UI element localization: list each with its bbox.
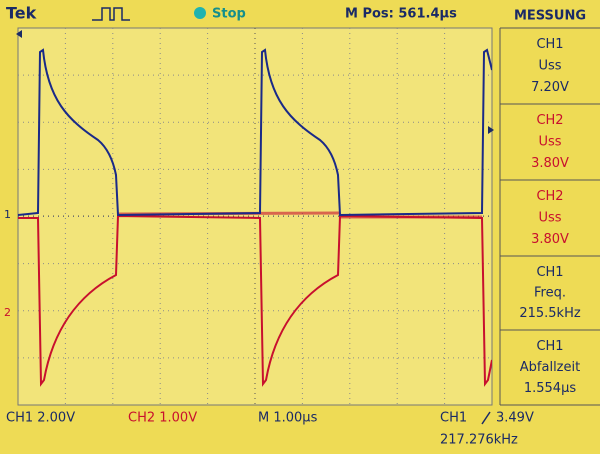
status: Stop: [212, 7, 246, 22]
ch1-marker: 1: [4, 208, 11, 221]
trigger-channel: CH1: [440, 411, 467, 426]
measurement-label: Abfallzeit: [520, 360, 580, 375]
position: M Pos: 561.4µs: [345, 7, 457, 22]
trigger-slope: [481, 411, 491, 425]
measurement-channel: CH2: [536, 189, 563, 204]
status-dot: [194, 7, 206, 19]
ch1-scale: CH1 2.00V: [6, 411, 75, 426]
measurement-value: 1.554µs: [524, 381, 576, 396]
timebase: M 1.00µs: [258, 411, 318, 426]
measurement-channel: CH1: [536, 37, 563, 52]
measurement-value: 3.80V: [531, 156, 569, 171]
measurement-label: Uss: [538, 59, 561, 74]
brand: Tek: [6, 4, 37, 23]
panel-title: MESSUNG: [514, 9, 586, 24]
trigger-level-arrow: [488, 126, 494, 134]
measurement-value: 7.20V: [531, 80, 569, 95]
ch2-trace: [18, 214, 492, 387]
measurement-label: Uss: [538, 135, 561, 150]
ch1-trace: [18, 48, 492, 217]
measurement-panel: CH1 Uss 7.20V CH2 Uss 3.80V CH2 Uss 3.80V CH1 Freq…: [499, 27, 600, 406]
measurement-channel: CH2: [536, 113, 563, 128]
measurement-value: 215.5kHz: [519, 306, 581, 321]
measurement-label: Freq.: [534, 286, 566, 301]
ch2-scale: CH2 1.00V: [128, 411, 197, 426]
measurement-label: Uss: [538, 211, 561, 226]
ch2-marker: 2: [4, 306, 11, 319]
measurement-value: 3.80V: [531, 232, 569, 247]
measurement-channel: CH1: [536, 265, 563, 280]
trigger-level: 3.49V: [496, 411, 534, 426]
trigger-frequency: 217.276kHz: [440, 433, 518, 448]
measurement-channel: CH1: [536, 339, 563, 354]
trigger-icon: [92, 7, 130, 21]
trigger-pos-arrow: [16, 30, 22, 38]
